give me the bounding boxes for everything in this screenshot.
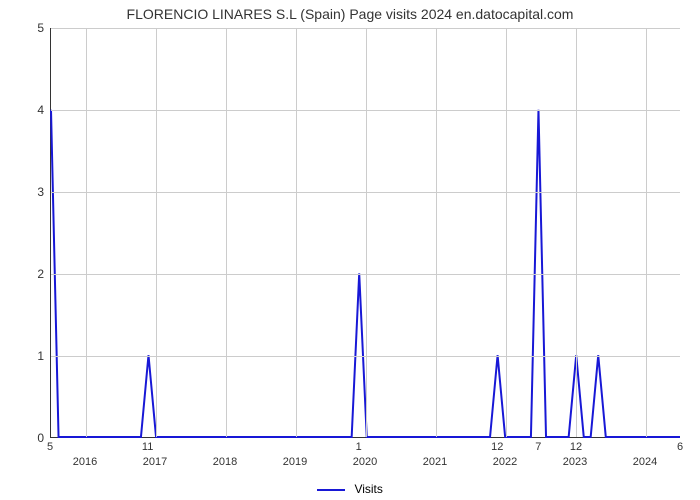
x-tick-label: 2022 <box>493 456 517 468</box>
value-label: 1 <box>356 441 362 453</box>
x-tick-label: 2021 <box>423 456 447 468</box>
gridline-vertical <box>366 28 367 437</box>
y-tick-label: 4 <box>4 103 44 117</box>
y-tick-label: 5 <box>4 21 44 35</box>
gridline-vertical <box>436 28 437 437</box>
value-label: 11 <box>142 441 153 453</box>
gridline-vertical <box>646 28 647 437</box>
legend-label: Visits <box>354 482 382 496</box>
x-tick-label: 2023 <box>563 456 587 468</box>
legend: Visits <box>0 482 700 496</box>
legend-swatch <box>317 489 345 491</box>
gridline-horizontal <box>51 356 680 357</box>
x-tick-label: 2020 <box>353 456 377 468</box>
gridline-vertical <box>576 28 577 437</box>
gridline-vertical <box>226 28 227 437</box>
x-tick-label: 2019 <box>283 456 307 468</box>
gridline-horizontal <box>51 192 680 193</box>
x-tick-label: 2018 <box>213 456 237 468</box>
plot-area <box>50 28 680 438</box>
y-tick-label: 0 <box>4 431 44 445</box>
gridline-vertical <box>156 28 157 437</box>
chart-container: FLORENCIO LINARES S.L (Spain) Page visit… <box>0 0 700 500</box>
x-tick-label: 2016 <box>73 456 97 468</box>
y-tick-label: 3 <box>4 185 44 199</box>
value-label: 12 <box>491 441 503 453</box>
gridline-vertical <box>86 28 87 437</box>
value-label: 7 <box>535 441 541 453</box>
value-label: 12 <box>570 441 582 453</box>
gridline-horizontal <box>51 28 680 29</box>
x-tick-label: 2017 <box>143 456 167 468</box>
gridline-vertical <box>296 28 297 437</box>
chart-title: FLORENCIO LINARES S.L (Spain) Page visit… <box>0 6 700 22</box>
value-label: 6 <box>677 441 683 453</box>
gridline-horizontal <box>51 110 680 111</box>
y-tick-label: 1 <box>4 349 44 363</box>
gridline-vertical <box>506 28 507 437</box>
gridline-horizontal <box>51 274 680 275</box>
value-label: 5 <box>47 441 53 453</box>
x-tick-label: 2024 <box>633 456 657 468</box>
y-tick-label: 2 <box>4 267 44 281</box>
